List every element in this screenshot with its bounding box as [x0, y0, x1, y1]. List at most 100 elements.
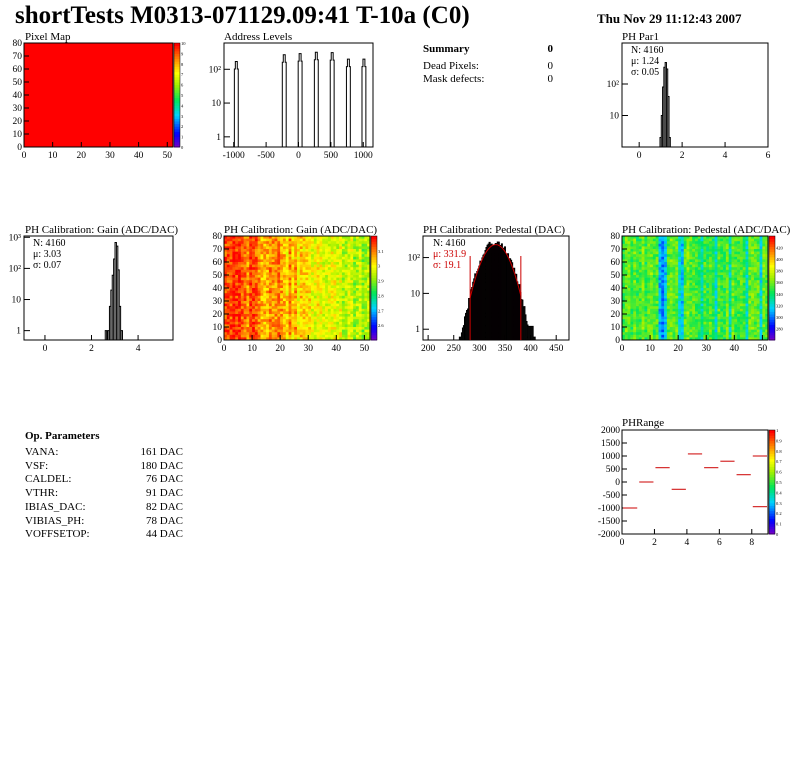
palette-cell	[769, 453, 775, 457]
gain-map-cell	[285, 243, 289, 247]
gain-map-cell	[364, 314, 368, 317]
pedestal-map-cell	[697, 303, 701, 307]
palette-cell	[769, 337, 775, 341]
gain-map-cell	[353, 334, 357, 338]
palette-cell	[174, 95, 180, 99]
y-tick-label: 500	[606, 465, 621, 475]
gain-map-cell	[288, 327, 292, 330]
pedestal-map-cell	[723, 288, 727, 291]
pedestal-map-cell	[630, 290, 634, 294]
pedestal-map-cell	[644, 275, 648, 278]
gain-map-cell	[319, 293, 323, 297]
pedestal-map-cell	[624, 327, 628, 330]
pedestal-map-cell	[678, 337, 682, 341]
pedestal-map-cell	[630, 295, 634, 299]
pedestal-map-cell	[636, 277, 640, 281]
pedestal-map-cell	[630, 249, 634, 252]
pedestal-map-cell	[753, 256, 758, 260]
pedestal-map-cell	[753, 267, 758, 271]
gain-map-cell	[339, 293, 343, 297]
x-tick-label: 0	[43, 344, 48, 354]
pedestal-map-cell	[711, 303, 715, 307]
pedestal-map-cell	[759, 236, 763, 239]
pedestal-map-cell	[650, 337, 654, 341]
pedestal-map-cell	[652, 277, 656, 281]
pedestal-map-cell	[636, 316, 640, 320]
pedestal-map-cell	[725, 267, 729, 271]
pedestal-map-cell	[652, 324, 656, 328]
gain-map-cell	[277, 321, 281, 325]
pedestal-map-cell	[672, 238, 676, 242]
gain-map-cell	[263, 316, 267, 320]
pedestal-map-cell	[624, 277, 628, 281]
palette-cell	[371, 262, 377, 266]
gain-map-cell	[294, 236, 298, 239]
pedestal-map-cell	[739, 238, 744, 242]
pedestal-map-cell	[751, 329, 755, 333]
pedestal-map-cell	[661, 236, 665, 239]
pedestal-map-cell	[630, 251, 634, 255]
pedestal-map-cell	[723, 327, 727, 330]
pedestal-map-cell	[661, 303, 665, 307]
pedestal-map-cell	[737, 301, 741, 304]
palette-cell	[174, 141, 180, 145]
gain-map-cell	[246, 269, 250, 273]
gain-map-cell	[288, 254, 292, 258]
gain-map-cell	[232, 256, 236, 260]
pedestal-map-cell	[756, 236, 760, 239]
pedestal-map-cell	[751, 332, 755, 336]
pedestal-map-cell	[695, 314, 699, 317]
pedestal-map-cell	[756, 334, 760, 338]
pedestal-map-cell	[622, 280, 626, 284]
gain-map-cell	[358, 272, 362, 276]
palette-cell	[769, 523, 775, 527]
palette-cell	[769, 521, 775, 525]
pedestal-map-cell	[731, 290, 735, 294]
pedestal-map-cell	[737, 314, 741, 317]
gain-map-cell	[330, 241, 334, 245]
gain-map-cell	[249, 280, 253, 284]
gain-map-cell	[268, 298, 273, 302]
pedestal-map-cell	[624, 249, 628, 252]
pedestal-map-cell	[731, 306, 735, 310]
pedestal-map-cell	[765, 285, 769, 289]
y-tick-label: 10	[611, 323, 621, 333]
pedestal-map-cell	[706, 282, 710, 286]
pedestal-map-cell	[737, 246, 741, 250]
pedestal-map-cell	[731, 267, 735, 271]
pedestal-map-cell	[644, 334, 648, 338]
pedestal-map-cell	[734, 324, 738, 328]
gain-map-cell	[232, 277, 236, 281]
pedestal-map-cell	[680, 238, 685, 242]
pedestal-map-cell	[666, 256, 671, 260]
pedestal-map-cell	[644, 280, 648, 284]
pedestal-map-cell	[636, 334, 640, 338]
pedestal-map-cell	[711, 262, 715, 265]
pedestal-map-cell	[675, 282, 679, 286]
pedestal-map-cell	[714, 275, 718, 278]
gain-map-cell	[305, 285, 309, 289]
gain-map-cell	[291, 254, 295, 258]
gain-map-cell	[246, 319, 250, 323]
gain-map-cell	[229, 293, 233, 297]
gain-map-cell	[263, 332, 267, 336]
gain-map-cell	[288, 256, 292, 260]
gain-map-cell	[299, 324, 303, 328]
pedestal-map-cell	[655, 314, 659, 317]
gain-map-cell	[249, 334, 253, 338]
gain-map-cell	[308, 293, 312, 297]
gain-map-cell	[268, 314, 273, 317]
gain-map-cell	[224, 243, 228, 247]
gain-map-cell	[347, 275, 351, 278]
pedestal-map-cell	[742, 285, 746, 289]
pedestal-map-cell	[762, 277, 766, 281]
pedestal-map-cell	[638, 319, 642, 323]
pedestal-map-cell	[638, 256, 642, 260]
pedestal-map-cell	[751, 246, 755, 250]
pedestal-map-cell	[734, 306, 738, 310]
palette-cell	[371, 285, 377, 289]
gain-map-cell	[367, 308, 371, 312]
summary-panel: Summary 0 Dead Pixels: 0 Mask defects: 0	[423, 43, 553, 86]
gain-map-cell	[294, 285, 298, 289]
pedestal-map-cell	[627, 285, 631, 289]
